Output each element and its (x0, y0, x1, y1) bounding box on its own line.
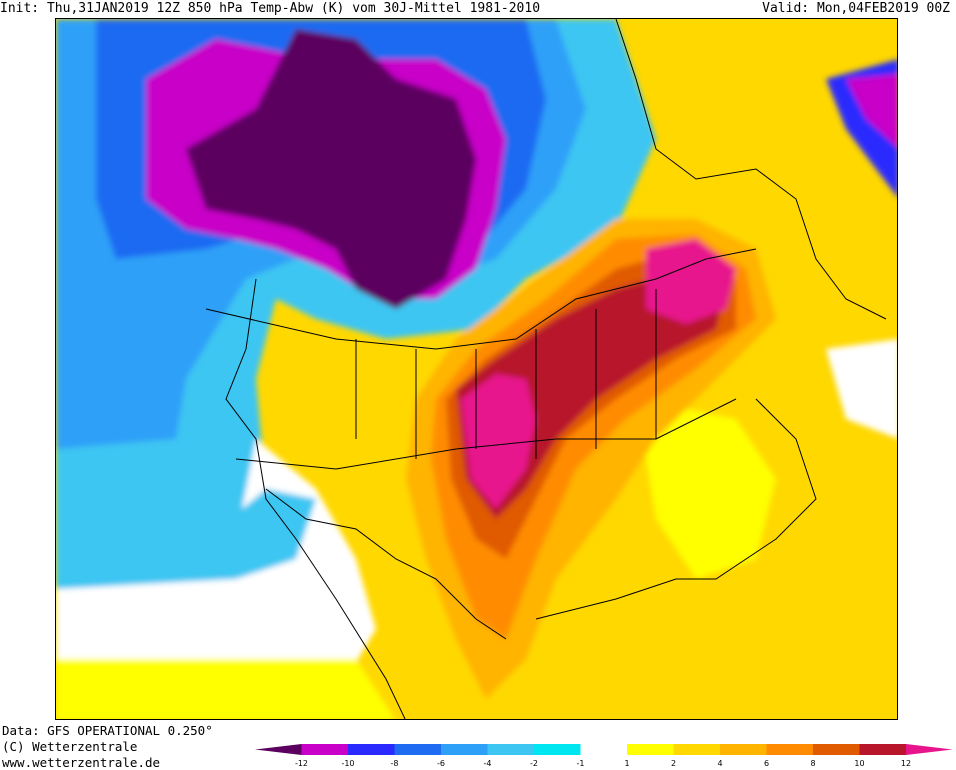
init-label: Init: Thu,31JAN2019 12Z 850 hPa Temp-Abw… (0, 1, 541, 16)
legend-tick-label: 10 (854, 759, 864, 768)
state-borders (355, 289, 657, 459)
legend-tick-label: 1 (624, 759, 629, 768)
legend-swatch (859, 744, 906, 755)
warm-core-plains (461, 374, 536, 509)
atlantic-neutral (826, 339, 897, 439)
legend-tick-label: 8 (810, 759, 815, 768)
legend-tick-label: -12 (295, 759, 308, 768)
state-line-band (235, 398, 737, 470)
ne-cold-magenta (846, 74, 897, 148)
east-gulf-coastline (535, 398, 817, 620)
southeast-yellow (636, 399, 776, 579)
anomaly-map (55, 18, 898, 720)
south-yellow-band (56, 659, 395, 719)
legend-swatch (720, 744, 767, 755)
legend-swatch (766, 744, 813, 755)
legend-swatch (813, 744, 860, 755)
legend-tick-label: -4 (484, 759, 492, 768)
legend-tick-label: 4 (717, 759, 722, 768)
color-legend: -12 -10 -8 -6 -4 -2 -1 1 2 4 6 8 10 12 (255, 742, 955, 770)
warm-core-great-lakes (646, 239, 736, 324)
legend-swatch (627, 744, 674, 755)
legend-swatch (348, 744, 395, 755)
legend-swatch (301, 744, 348, 755)
legend-swatch (906, 744, 953, 755)
legend-tick-label: -1 (577, 759, 585, 768)
legend-swatch (394, 744, 441, 755)
legend-tick-label: 6 (764, 759, 769, 768)
valid-label: Valid: Mon,04FEB2019 00Z (762, 1, 950, 16)
us-canada-border (205, 248, 757, 350)
legend-tick-label: 12 (901, 759, 911, 768)
legend-tick-label: -10 (341, 759, 354, 768)
legend-swatch (441, 744, 488, 755)
website-label: www.wetterzentrale.de (2, 755, 161, 770)
west-coastline (225, 278, 406, 719)
legend-tick-label: -8 (391, 759, 399, 768)
legend-swatch (487, 744, 534, 755)
sw-cold-band (56, 489, 316, 589)
legend-swatch (580, 744, 627, 755)
copyright-label: (C) Wetterzentrale (2, 739, 138, 754)
legend-swatch (673, 744, 720, 755)
legend-tick-label: -2 (530, 759, 538, 768)
us-mexico-border (265, 488, 507, 640)
legend-tick-label: 2 (671, 759, 676, 768)
legend-swatch (255, 744, 302, 755)
hudson-labrador-coast (615, 19, 887, 320)
legend-swatch (534, 744, 581, 755)
legend-tick-label: -6 (437, 759, 445, 768)
data-source-label: Data: GFS OPERATIONAL 0.250° (2, 723, 213, 738)
cold-core-purple (186, 29, 476, 309)
